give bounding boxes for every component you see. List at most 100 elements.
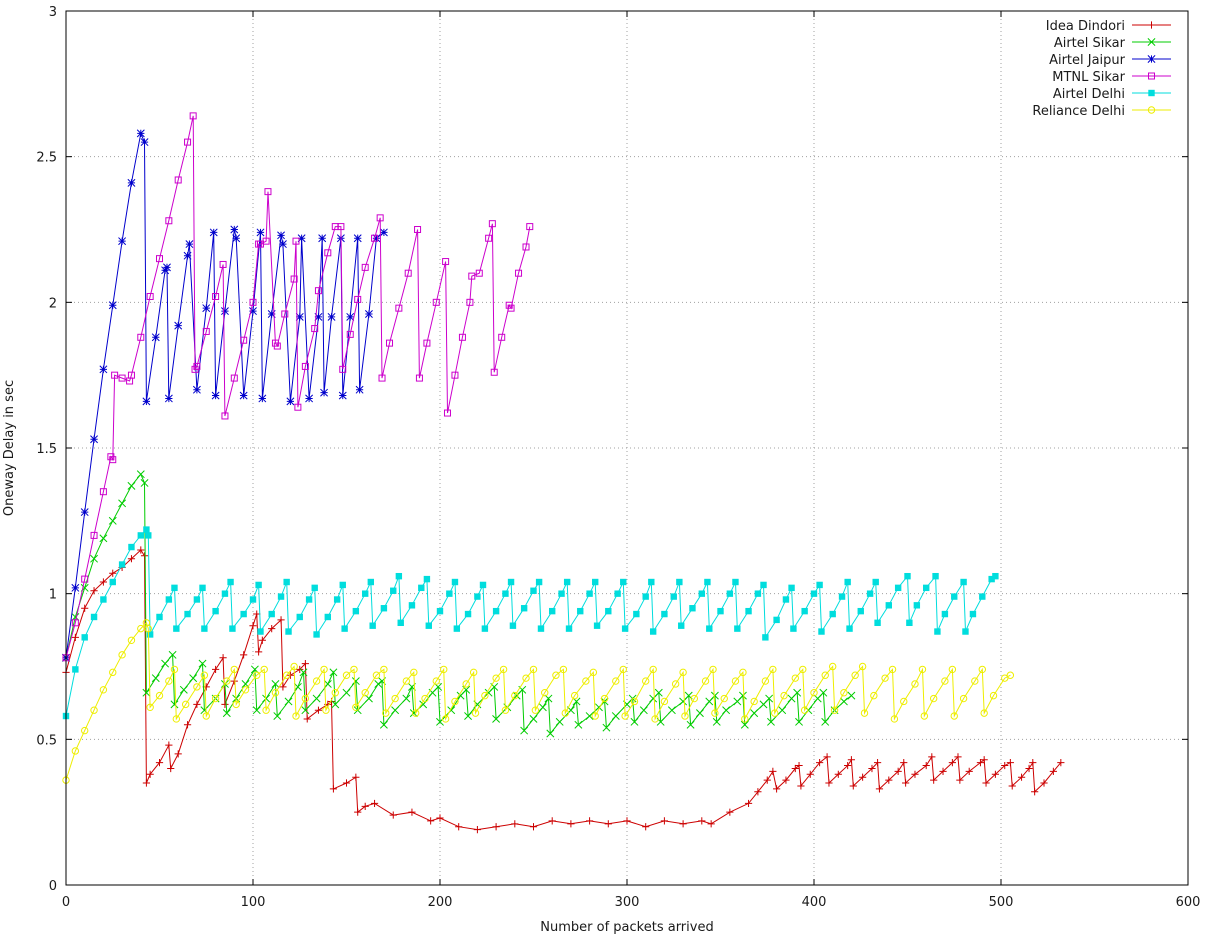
data-point-idea-dindori bbox=[948, 759, 956, 767]
series-line-idea-dindori bbox=[65, 549, 1062, 831]
data-point-reliance-delhi bbox=[621, 712, 629, 720]
data-point-reliance-delhi bbox=[481, 691, 489, 700]
data-point-mtnl-sikar bbox=[378, 374, 386, 382]
data-point-airtel-delhi bbox=[367, 578, 375, 586]
data-point-reliance-delhi bbox=[690, 694, 699, 703]
data-point-airtel-delhi bbox=[605, 607, 612, 615]
data-point-airtel-delhi bbox=[305, 596, 313, 603]
data-point-airtel-jaipur bbox=[230, 225, 239, 234]
data-point-idea-dindori bbox=[849, 782, 857, 790]
data-point-reliance-delhi bbox=[810, 689, 818, 697]
data-point-idea-dindori bbox=[1006, 759, 1014, 767]
data-point-reliance-delhi bbox=[331, 689, 339, 697]
data-point-airtel-sikar bbox=[284, 697, 293, 706]
data-point-airtel-delhi bbox=[745, 607, 752, 615]
data-point-airtel-delhi bbox=[844, 578, 851, 586]
data-point-reliance-delhi bbox=[561, 709, 569, 717]
data-point-airtel-jaipur bbox=[209, 228, 218, 237]
data-point-airtel-sikar bbox=[546, 729, 555, 738]
data-point-airtel-delhi bbox=[390, 587, 397, 594]
data-point-reliance-delhi bbox=[840, 689, 848, 697]
data-point-idea-dindori bbox=[1029, 759, 1037, 767]
data-point-airtel-delhi bbox=[481, 625, 489, 632]
data-point-airtel-jaipur bbox=[327, 312, 336, 321]
data-point-airtel-delhi bbox=[846, 625, 853, 632]
data-point-airtel-sikar bbox=[329, 668, 338, 677]
legend-label: Reliance Delhi bbox=[1032, 104, 1125, 119]
data-point-reliance-delhi bbox=[941, 677, 949, 685]
data-point-airtel-delhi bbox=[734, 625, 741, 632]
data-point-mtnl-sikar bbox=[354, 295, 362, 303]
data-point-airtel-delhi bbox=[145, 532, 152, 539]
data-point-mtnl-sikar bbox=[346, 330, 354, 338]
data-point-reliance-delhi bbox=[870, 691, 878, 700]
data-point-reliance-delhi bbox=[440, 665, 448, 674]
data-point-idea-dindori bbox=[965, 767, 973, 775]
legend-entry-reliance-delhi: Reliance Delhi bbox=[1032, 104, 1171, 119]
data-point-airtel-jaipur bbox=[140, 138, 149, 147]
data-point-reliance-delhi bbox=[552, 671, 560, 679]
data-point-reliance-delhi bbox=[290, 662, 298, 671]
data-point-airtel-delhi bbox=[423, 575, 431, 583]
legend-marker bbox=[1147, 38, 1156, 46]
data-point-reliance-delhi bbox=[271, 689, 280, 697]
data-point-reliance-delhi bbox=[170, 665, 179, 674]
data-point-idea-dindori bbox=[795, 761, 803, 770]
data-point-airtel-sikar bbox=[712, 717, 721, 726]
data-point-reliance-delhi bbox=[582, 677, 590, 685]
data-point-mtnl-sikar bbox=[156, 255, 163, 263]
data-point-idea-dindori bbox=[342, 779, 351, 787]
data-point-idea-dindori bbox=[679, 820, 687, 828]
data-point-airtel-sikar bbox=[374, 680, 383, 688]
data-point-airtel-delhi bbox=[255, 581, 262, 589]
data-point-idea-dindori bbox=[791, 764, 799, 773]
data-point-mtnl-sikar bbox=[314, 287, 322, 295]
data-point-mtnl-sikar bbox=[137, 333, 145, 341]
data-point-idea-dindori bbox=[980, 756, 988, 764]
data-point-idea-dindori bbox=[1025, 764, 1033, 773]
data-point-idea-dindori bbox=[137, 546, 145, 554]
data-point-airtel-delhi bbox=[530, 587, 537, 594]
data-point-airtel-sikar bbox=[639, 706, 648, 715]
y-tick-label: 1 bbox=[49, 588, 57, 603]
data-point-airtel-jaipur bbox=[277, 231, 286, 240]
plot-frame bbox=[65, 10, 1189, 886]
data-point-idea-dindori bbox=[586, 817, 594, 825]
data-point-airtel-delhi bbox=[81, 634, 88, 641]
data-point-airtel-jaipur bbox=[183, 251, 192, 260]
data-point-airtel-delhi bbox=[418, 584, 425, 592]
data-point-mtnl-sikar bbox=[301, 362, 309, 370]
data-point-reliance-delhi bbox=[720, 694, 728, 703]
series-airtel-jaipur bbox=[62, 129, 388, 662]
data-point-reliance-delhi bbox=[402, 677, 411, 685]
data-point-mtnl-sikar bbox=[90, 531, 98, 539]
data-point-idea-dindori bbox=[140, 552, 149, 560]
data-point-airtel-delhi bbox=[857, 607, 864, 615]
data-point-mtnl-sikar bbox=[386, 339, 394, 347]
data-point-mtnl-sikar bbox=[475, 269, 483, 277]
data-point-reliance-delhi bbox=[230, 665, 239, 674]
data-point-airtel-sikar bbox=[585, 712, 594, 720]
data-point-airtel-delhi bbox=[704, 578, 711, 586]
data-point-idea-dindori bbox=[726, 808, 734, 816]
data-point-idea-dindori bbox=[361, 802, 369, 810]
data-point-airtel-delhi bbox=[492, 607, 500, 615]
data-point-reliance-delhi bbox=[262, 706, 270, 714]
y-tick-label: 2.5 bbox=[36, 151, 57, 166]
data-point-airtel-jaipur bbox=[372, 234, 381, 243]
data-point-airtel-delhi bbox=[453, 625, 461, 632]
data-point-mtnl-sikar bbox=[361, 263, 369, 271]
data-point-reliance-delhi bbox=[292, 712, 300, 720]
data-point-airtel-delhi bbox=[201, 625, 208, 632]
data-point-airtel-delhi bbox=[648, 578, 655, 586]
data-point-airtel-jaipur bbox=[379, 228, 388, 237]
data-point-airtel-delhi bbox=[339, 581, 346, 589]
data-point-airtel-sikar bbox=[179, 685, 188, 694]
data-point-airtel-delhi bbox=[502, 590, 509, 597]
data-point-mtnl-sikar bbox=[311, 325, 319, 333]
data-point-idea-dindori bbox=[408, 808, 416, 816]
data-point-idea-dindori bbox=[492, 823, 500, 831]
data-point-airtel-sikar bbox=[136, 470, 145, 479]
